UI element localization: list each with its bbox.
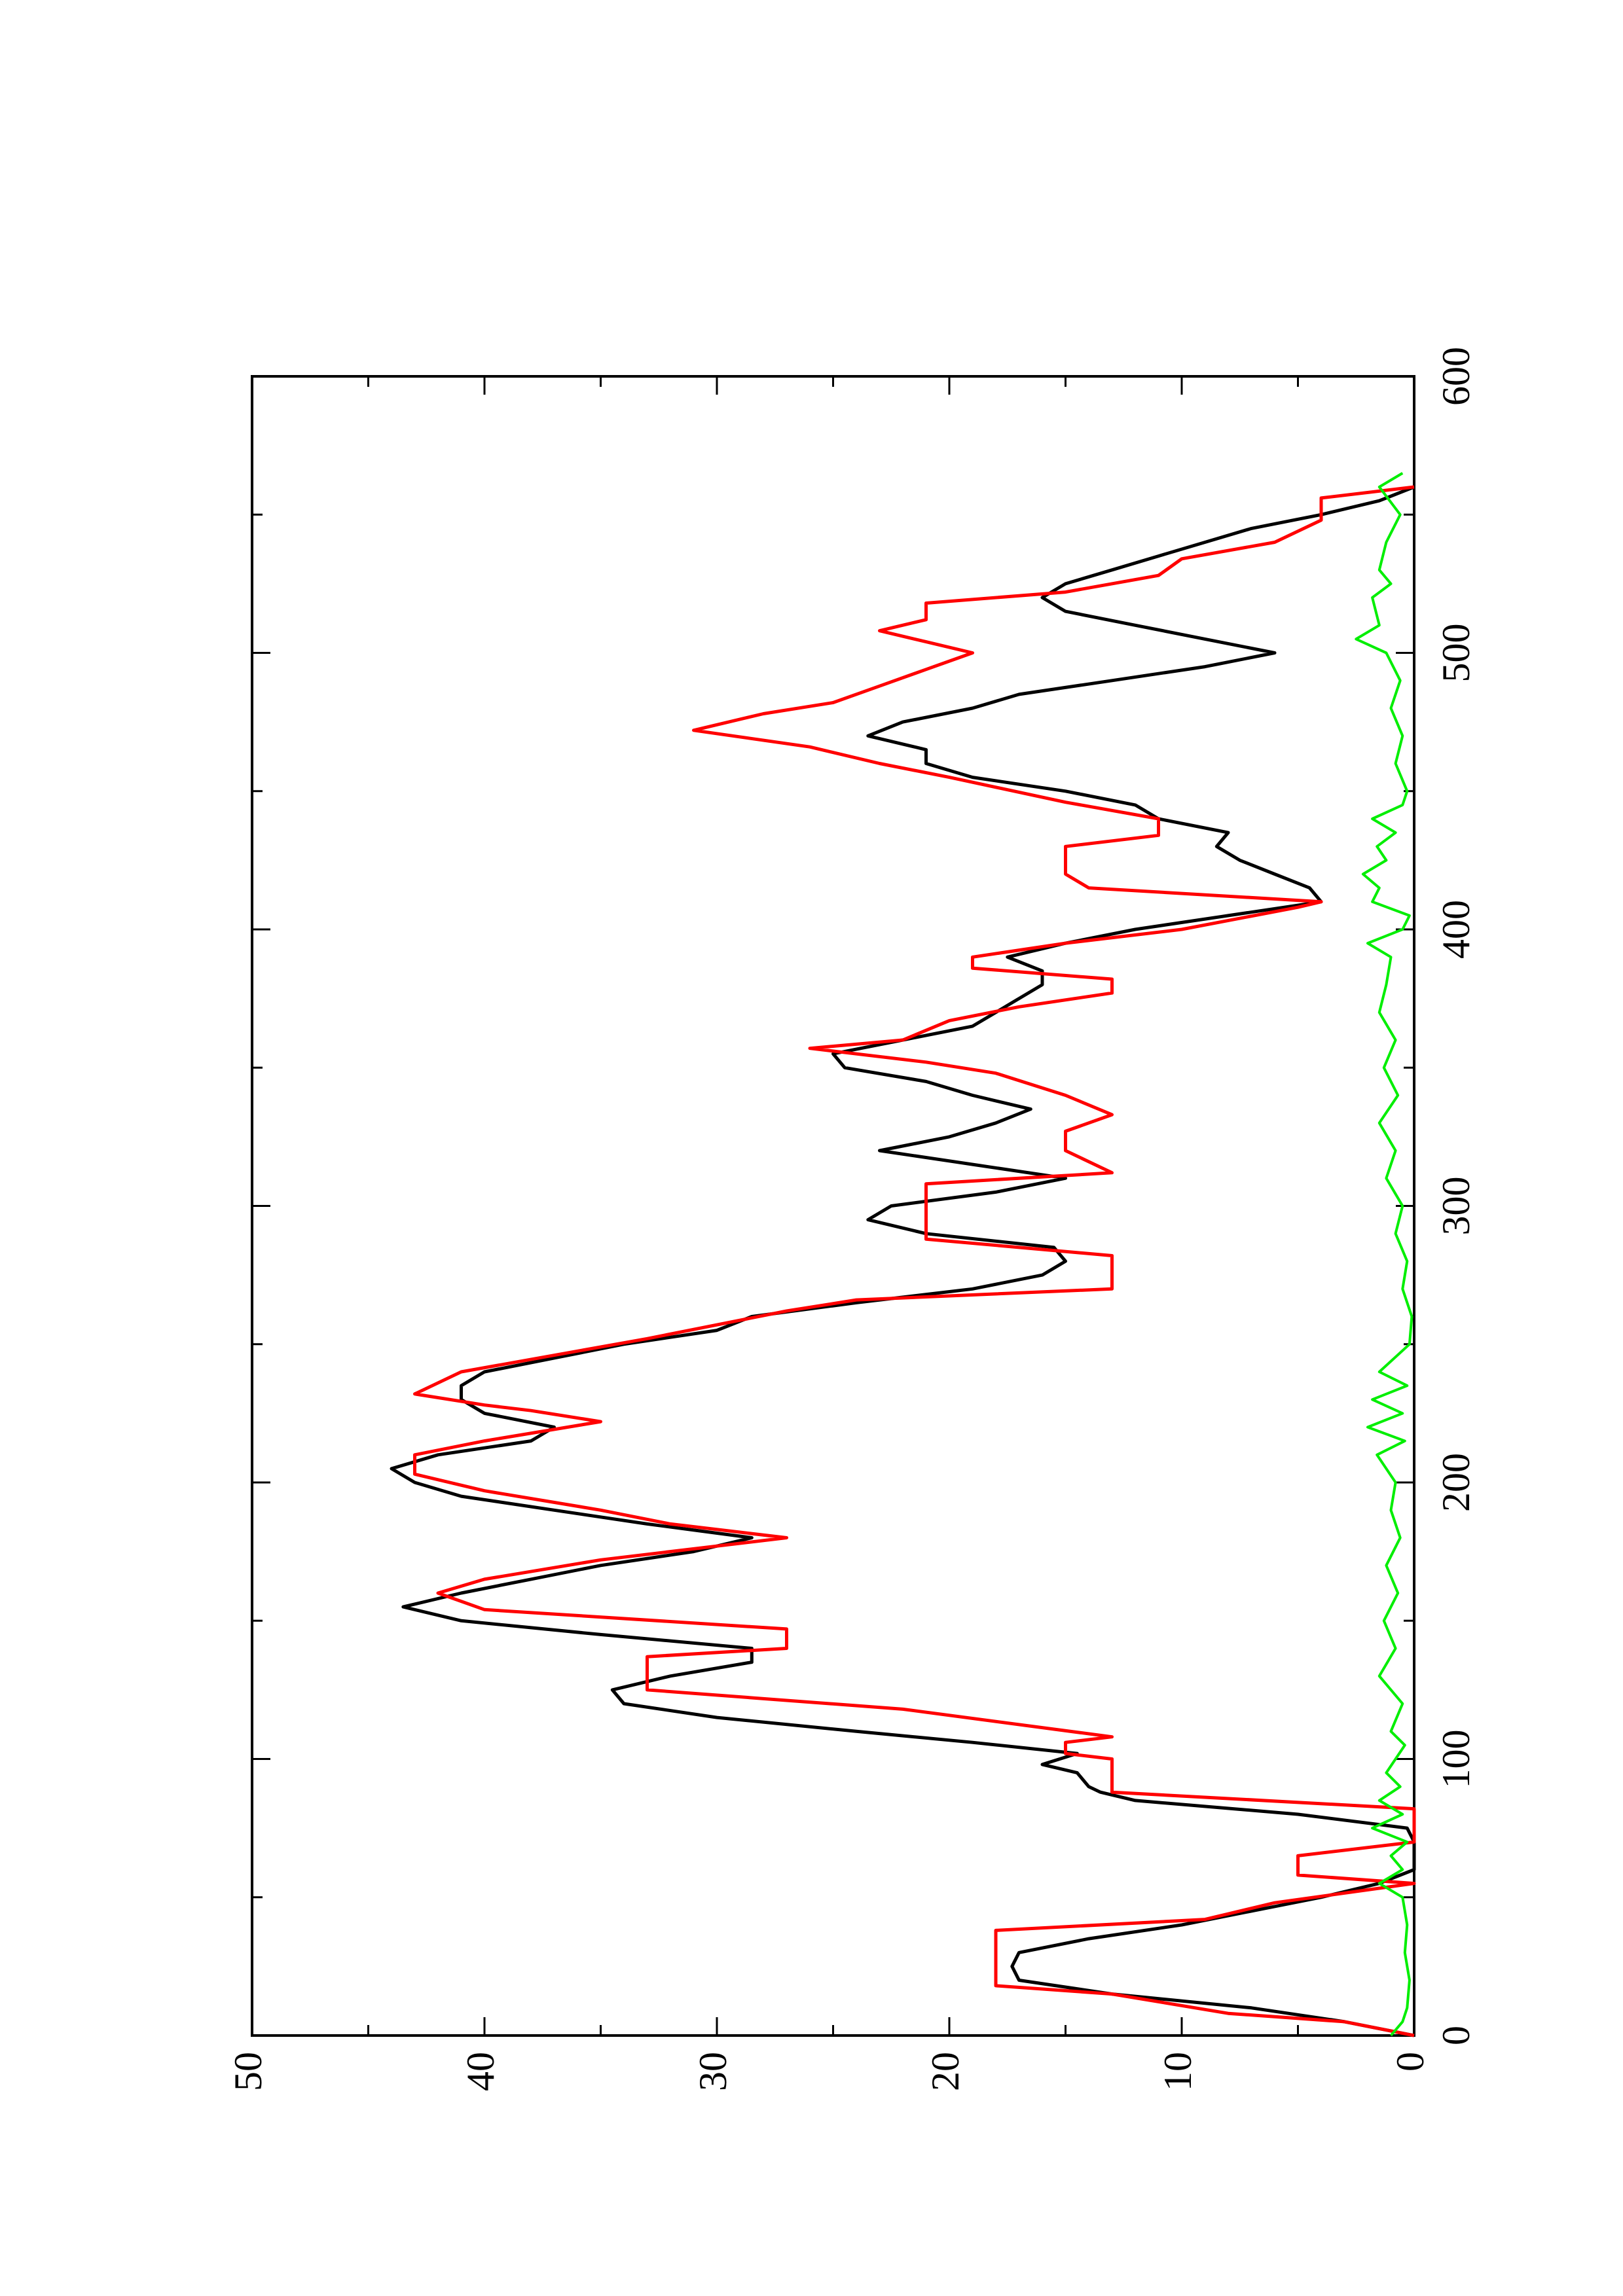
x-tick-label: 500 [1434,624,1478,683]
x-tick-label: 100 [1434,1730,1478,1789]
y-tick-label: 20 [924,2052,967,2091]
x-tick-label: 400 [1434,900,1478,959]
x-tick-label: 200 [1434,1453,1478,1512]
x-tick-label: 600 [1434,347,1478,406]
series-line-2 [413,485,1416,2037]
series-line-1 [390,485,1416,2037]
plot-frame [251,375,1415,2037]
y-tick-label: 30 [691,2052,735,2091]
x-tick-label: 0 [1434,2026,1478,2045]
y-tick-label: 40 [459,2052,502,2091]
series-line-3 [1355,472,1413,2037]
y-tick-label: 50 [227,2052,270,2091]
ticks-layer: 0 100 200 300 400 500 600 0 10 20 30 40 50 [227,347,1478,2091]
y-tick-label: 10 [1156,2052,1199,2091]
y-tick-label: 0 [1389,2052,1432,2072]
series-layer [390,472,1416,2037]
x-tick-label: 300 [1434,1177,1478,1236]
